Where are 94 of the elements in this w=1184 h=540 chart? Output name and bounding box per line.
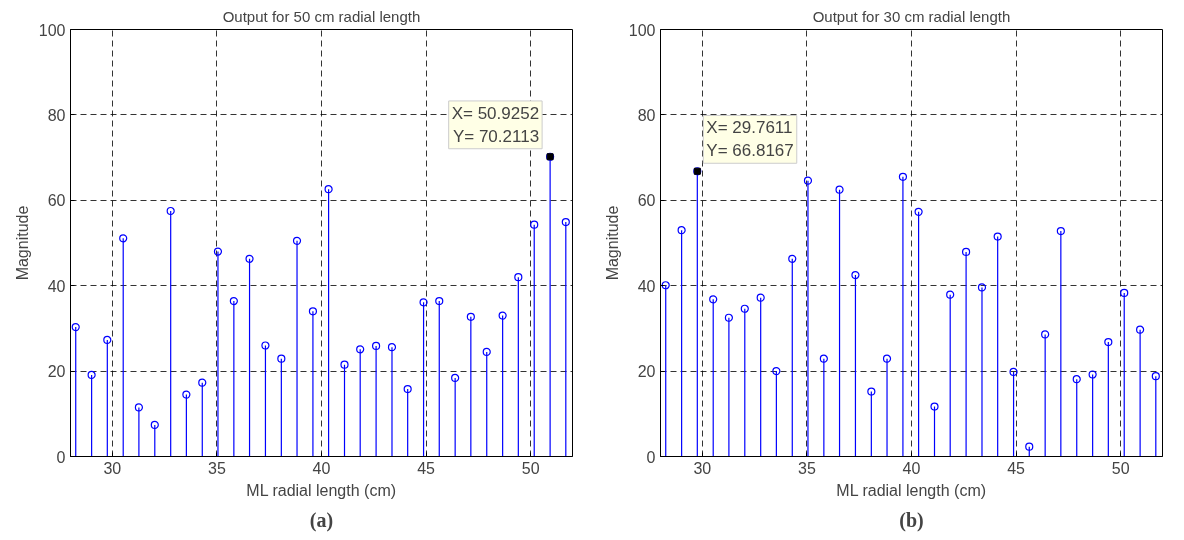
point — [340, 360, 349, 369]
point — [882, 354, 892, 363]
point — [1088, 370, 1097, 379]
y-tick-label: 80 — [637, 106, 656, 124]
point — [740, 304, 749, 313]
point — [87, 370, 96, 380]
x-tick-label: 35 — [208, 459, 226, 477]
point — [356, 345, 365, 354]
point — [198, 378, 207, 387]
point — [119, 234, 128, 243]
point — [898, 172, 908, 181]
point — [261, 341, 270, 350]
y-tick-label: 40 — [637, 277, 656, 295]
y-tick-label: 100 — [38, 21, 66, 39]
x-tick-label: 40 — [312, 459, 331, 477]
point — [993, 232, 1002, 241]
point — [229, 296, 238, 306]
point — [1136, 325, 1145, 334]
point — [756, 293, 765, 302]
point — [245, 254, 254, 263]
point — [103, 335, 112, 345]
point — [482, 347, 491, 356]
point — [772, 367, 781, 376]
point — [724, 313, 733, 322]
point — [1151, 372, 1160, 381]
point — [709, 295, 718, 304]
point — [961, 247, 971, 257]
x-tick-label: 50 — [1111, 459, 1130, 477]
point — [661, 281, 670, 290]
point — [308, 307, 318, 316]
point — [1056, 226, 1065, 236]
chart-title: Output for 50 cm radial length — [222, 7, 421, 25]
y-axis-title: Magnitude — [13, 205, 31, 281]
point — [677, 226, 686, 235]
point — [914, 207, 923, 216]
point — [150, 420, 159, 429]
point — [561, 217, 570, 227]
point — [403, 384, 412, 394]
point — [1104, 337, 1113, 347]
point — [788, 254, 797, 263]
x-tick-label: 50 — [521, 459, 540, 477]
y-tick-label: 0 — [646, 448, 656, 466]
point — [835, 185, 844, 194]
y-tick-label: 60 — [637, 192, 656, 210]
point — [277, 354, 286, 363]
y-tick-label: 40 — [47, 277, 66, 295]
point — [977, 283, 987, 292]
point — [451, 373, 460, 383]
text: (a) — [309, 508, 334, 532]
annotation: X= 50.9252 Y= 70.2113 — [451, 103, 540, 146]
annotation: X= 29.7611 Y= 66.8167 — [706, 118, 794, 161]
x-axis-title: ML radial length (cm) — [246, 481, 397, 499]
y-tick-label: 100 — [628, 21, 656, 39]
point — [946, 290, 955, 299]
point — [867, 387, 876, 396]
point — [166, 206, 175, 216]
point — [1120, 288, 1129, 298]
x-tick-label: 30 — [103, 459, 122, 477]
point — [498, 311, 507, 320]
x-tick-label: 40 — [902, 459, 921, 477]
point — [1025, 442, 1034, 451]
point — [1072, 375, 1081, 384]
point — [466, 312, 475, 321]
point — [292, 236, 302, 245]
y-tick-label: 80 — [47, 106, 66, 124]
point — [419, 298, 428, 307]
y-axis-title: Magnitude — [603, 205, 621, 281]
point — [134, 403, 143, 412]
point — [213, 247, 223, 256]
x-tick-label: 30 — [693, 459, 712, 477]
point — [851, 270, 860, 280]
point — [930, 402, 939, 411]
y-tick-label: 60 — [47, 192, 66, 210]
point — [71, 323, 80, 332]
point — [387, 343, 397, 352]
x-tick-label: 45 — [417, 459, 436, 477]
chart-title: Output for 30 cm radial length — [812, 7, 1011, 25]
y-tick-label: 20 — [47, 363, 66, 381]
text: (b) — [899, 508, 924, 532]
point — [1009, 367, 1018, 377]
point — [803, 176, 813, 185]
point — [530, 220, 539, 229]
point — [324, 185, 333, 194]
y-tick-label: 0 — [56, 448, 66, 466]
point — [1041, 330, 1050, 339]
x-tick-label: 45 — [1007, 459, 1026, 477]
x-tick-label: 35 — [798, 459, 816, 477]
x-axis-title: ML radial length (cm) — [836, 481, 987, 499]
y-tick-label: 20 — [637, 363, 656, 381]
point — [514, 273, 523, 282]
point — [371, 341, 381, 350]
point — [435, 296, 444, 306]
point — [182, 390, 191, 399]
point — [819, 354, 828, 363]
